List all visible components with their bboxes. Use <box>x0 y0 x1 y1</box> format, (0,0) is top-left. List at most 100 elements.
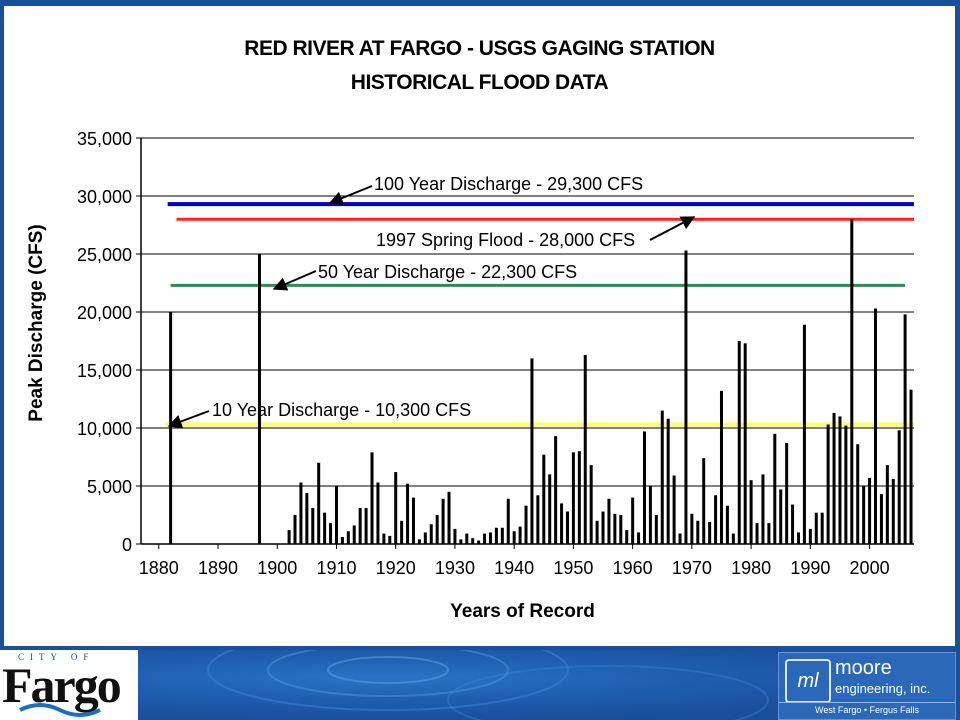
flood-bar <box>388 535 392 544</box>
flood-bar <box>394 472 398 544</box>
flood-bar <box>299 482 303 544</box>
flood-bar <box>370 452 374 544</box>
flood-bar <box>477 540 481 544</box>
y-tick-label: 20,000 <box>77 303 132 323</box>
flood-bar <box>678 533 682 544</box>
x-tick-label: 1950 <box>553 558 593 578</box>
x-tick-label: 1910 <box>316 558 356 578</box>
y-tick-label: 25,000 <box>77 245 132 265</box>
flood-bar <box>737 341 741 544</box>
flood-bar <box>340 537 344 544</box>
flood-bar <box>382 533 386 544</box>
flood-bar <box>400 520 404 544</box>
flood-bar <box>755 523 759 544</box>
flood-bar <box>885 465 889 544</box>
flood-bar <box>808 528 812 544</box>
y-tick-label: 30,000 <box>77 187 132 207</box>
flood-bar <box>287 530 291 544</box>
fargo-logo-word: Fargo <box>2 657 122 713</box>
flood-bar <box>897 430 901 544</box>
y-tick-label: 0 <box>122 535 132 555</box>
flood-bar <box>334 486 338 544</box>
flood-bar <box>613 513 617 544</box>
flood-bar <box>631 497 635 544</box>
annotation-arrow <box>272 270 317 291</box>
flood-bar <box>708 521 712 544</box>
flood-bar <box>856 444 860 544</box>
flood-bar <box>909 389 913 544</box>
flood-bar <box>796 532 800 544</box>
flood-bar <box>690 513 694 544</box>
flood-bar <box>447 491 451 544</box>
flood-bar <box>459 539 463 544</box>
moore-logo-icon: ml <box>785 659 831 703</box>
flood-bar <box>169 312 173 544</box>
flood-bar <box>589 465 593 544</box>
reference-label: 100 Year Discharge - 29,300 CFS <box>374 174 643 194</box>
flood-bar <box>838 416 842 544</box>
x-tick-label: 1880 <box>139 558 179 578</box>
reference-label: 10 Year Discharge - 10,300 CFS <box>212 400 471 420</box>
y-tick-label: 5,000 <box>87 477 132 497</box>
x-tick-label: 1940 <box>494 558 534 578</box>
reference-label: 1997 Spring Flood - 28,000 CFS <box>376 230 635 250</box>
flood-bar <box>317 462 321 544</box>
moore-logo-name: moore <box>835 657 892 679</box>
flood-bar <box>731 533 735 544</box>
city-of-fargo-logo: CITY OF Fargo <box>0 650 138 720</box>
flood-bar <box>850 219 854 544</box>
x-tick-label: 1970 <box>672 558 712 578</box>
flood-bar <box>702 458 706 544</box>
y-axis-title: Peak Discharge (CFS) <box>26 224 47 421</box>
chart-title-line2: HISTORICAL FLOOD DATA <box>350 71 609 94</box>
flood-bar <box>554 436 558 544</box>
x-tick-label: 2000 <box>850 558 890 578</box>
flood-bar <box>512 531 516 544</box>
annotation-arrow <box>328 185 373 205</box>
flood-bar <box>814 512 818 544</box>
flood-bar <box>257 254 261 544</box>
discharge-chart: 0 5,000 10,000 15,000 20,000 25,000 30,000 35,0… <box>26 129 914 622</box>
flood-bar <box>684 250 688 544</box>
flood-bar <box>329 523 333 544</box>
flood-bar <box>743 343 747 544</box>
x-axis-title: Years of Record <box>450 601 595 622</box>
flood-bar <box>873 308 877 544</box>
flood-bar <box>542 454 546 544</box>
flood-bar <box>749 480 753 544</box>
x-tick-label: 1890 <box>198 558 238 578</box>
y-tick-label: 15,000 <box>77 361 132 381</box>
flood-bar <box>862 486 866 544</box>
flood-bar <box>583 354 587 544</box>
flood-bar <box>376 482 380 544</box>
x-tick-label: 1990 <box>790 558 830 578</box>
flood-bar <box>832 412 836 544</box>
flood-bar <box>761 474 765 544</box>
x-tick-label: 1930 <box>435 558 475 578</box>
flood-bar <box>406 483 410 544</box>
moore-engineering-logo: ml moore engineering, inc. West Fargo • … <box>778 652 956 720</box>
flood-bar <box>311 508 315 544</box>
flood-bar <box>601 511 605 544</box>
flood-bar <box>891 479 895 544</box>
reference-label: 50 Year Discharge - 22,300 CFS <box>318 262 577 282</box>
flood-bar <box>429 524 433 544</box>
flood-bar <box>441 498 445 544</box>
flood-bar <box>879 494 883 544</box>
x-tick-label: 1900 <box>257 558 297 578</box>
flood-bar <box>577 451 581 544</box>
flood-bar <box>506 498 510 544</box>
flood-bar <box>530 358 534 544</box>
flood-bar <box>548 474 552 544</box>
flood-bar <box>719 390 723 544</box>
top-border <box>0 0 960 6</box>
flood-bar <box>358 508 362 544</box>
flood-bar <box>773 433 777 544</box>
flood-bar <box>791 504 795 544</box>
flood-bar <box>483 533 487 544</box>
flood-bar <box>435 515 439 544</box>
flood-bar <box>802 324 806 544</box>
annotation-arrow <box>649 216 696 241</box>
flood-bar <box>346 531 350 544</box>
flood-bar <box>293 515 297 544</box>
